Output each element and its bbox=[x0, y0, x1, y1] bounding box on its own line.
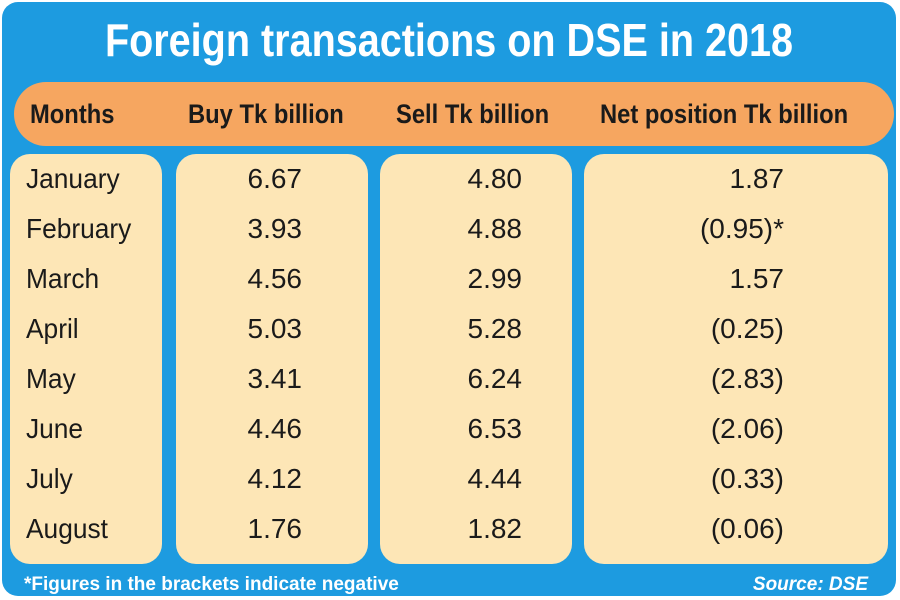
source-note: Source: DSE bbox=[752, 574, 868, 595]
chart-title: Foreign transactions on DSE in 2018 bbox=[104, 14, 794, 66]
month: May bbox=[26, 363, 76, 394]
footnote: *Figures in the brackets indicate negati… bbox=[24, 574, 399, 595]
buy-value: 3.41 bbox=[247, 363, 303, 394]
month: August bbox=[26, 513, 108, 544]
buy-value: 3.93 bbox=[247, 213, 303, 244]
net-value: (0.33) bbox=[710, 463, 784, 494]
net-value: 1.57 bbox=[729, 263, 785, 294]
month: April bbox=[26, 313, 79, 344]
months-column bbox=[10, 154, 162, 564]
sell-value: 4.44 bbox=[467, 463, 523, 494]
net-column bbox=[584, 154, 888, 564]
net-value: (0.25) bbox=[710, 313, 784, 344]
header-sell: Sell Tk billion bbox=[396, 99, 550, 129]
net-value: (0.06) bbox=[710, 513, 784, 544]
sell-value: 6.53 bbox=[467, 413, 523, 444]
header-buy: Buy Tk billion bbox=[188, 99, 344, 129]
sell-value: 5.28 bbox=[467, 313, 523, 344]
buy-value: 4.56 bbox=[247, 263, 303, 294]
buy-column bbox=[176, 154, 368, 564]
month: January bbox=[26, 163, 120, 194]
buy-value: 4.12 bbox=[247, 463, 303, 494]
sell-value: 4.80 bbox=[467, 163, 523, 194]
table-header: Months Buy Tk billion Sell Tk billion Ne… bbox=[14, 82, 894, 146]
header-net: Net position Tk billion bbox=[600, 99, 849, 129]
month: March bbox=[26, 263, 100, 294]
buy-value: 4.46 bbox=[247, 413, 303, 444]
sell-value: 6.24 bbox=[467, 363, 523, 394]
net-value: 1.87 bbox=[729, 163, 785, 194]
sell-value: 2.99 bbox=[467, 263, 523, 294]
buy-value: 6.67 bbox=[247, 163, 303, 194]
month: July bbox=[26, 463, 73, 494]
sell-value: 4.88 bbox=[467, 213, 523, 244]
month: June bbox=[26, 413, 84, 444]
month: February bbox=[26, 213, 132, 244]
net-value: (2.83) bbox=[710, 363, 784, 394]
net-value: (2.06) bbox=[710, 413, 784, 444]
header-months: Months bbox=[30, 99, 115, 129]
net-value: (0.95)* bbox=[699, 213, 784, 244]
sell-column bbox=[380, 154, 572, 564]
buy-value: 5.03 bbox=[247, 313, 303, 344]
buy-value: 1.76 bbox=[247, 513, 303, 544]
sell-value: 1.82 bbox=[467, 513, 523, 544]
